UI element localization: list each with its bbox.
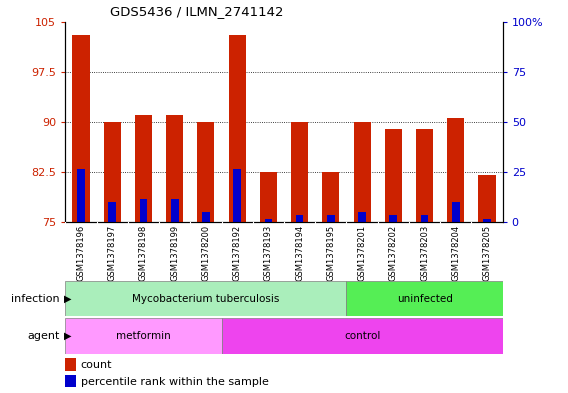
Text: GSM1378196: GSM1378196 xyxy=(77,225,85,281)
Text: ▶: ▶ xyxy=(64,331,71,341)
Text: count: count xyxy=(81,360,112,370)
Text: GSM1378198: GSM1378198 xyxy=(139,225,148,281)
Text: GSM1378192: GSM1378192 xyxy=(233,225,241,281)
Text: GSM1378203: GSM1378203 xyxy=(420,225,429,281)
Text: ▶: ▶ xyxy=(64,294,71,304)
Bar xyxy=(140,199,147,222)
Bar xyxy=(483,219,491,222)
Bar xyxy=(65,358,76,371)
Bar xyxy=(260,172,277,222)
Bar xyxy=(327,215,335,222)
Bar xyxy=(265,219,272,222)
Bar xyxy=(166,115,183,222)
Bar xyxy=(72,35,90,222)
Text: infection: infection xyxy=(11,294,60,304)
Bar xyxy=(65,375,76,387)
Bar xyxy=(202,212,210,222)
Bar xyxy=(233,169,241,222)
Text: percentile rank within the sample: percentile rank within the sample xyxy=(81,377,269,387)
Text: GSM1378195: GSM1378195 xyxy=(327,225,335,281)
Text: GSM1378193: GSM1378193 xyxy=(264,225,273,281)
Bar xyxy=(346,281,503,316)
Bar xyxy=(478,175,496,222)
Text: GSM1378197: GSM1378197 xyxy=(108,225,116,281)
Bar xyxy=(103,122,121,222)
Bar xyxy=(291,122,308,222)
Text: Mycobacterium tuberculosis: Mycobacterium tuberculosis xyxy=(132,294,279,304)
Bar xyxy=(447,119,465,222)
Bar xyxy=(228,35,246,222)
Bar xyxy=(421,215,428,222)
Bar xyxy=(358,212,366,222)
Bar xyxy=(385,129,402,222)
Text: GDS5436 / ILMN_2741142: GDS5436 / ILMN_2741142 xyxy=(110,5,283,18)
Bar xyxy=(65,281,346,316)
Text: GSM1378204: GSM1378204 xyxy=(452,225,460,281)
Bar xyxy=(135,115,152,222)
Bar xyxy=(171,199,178,222)
Text: uninfected: uninfected xyxy=(396,294,453,304)
Bar xyxy=(353,122,371,222)
Text: GSM1378202: GSM1378202 xyxy=(389,225,398,281)
Text: control: control xyxy=(344,331,381,341)
Bar xyxy=(390,215,397,222)
Text: GSM1378200: GSM1378200 xyxy=(202,225,210,281)
Text: GSM1378201: GSM1378201 xyxy=(358,225,366,281)
Bar xyxy=(296,215,303,222)
Bar xyxy=(65,318,222,354)
Bar xyxy=(222,318,503,354)
Text: metformin: metformin xyxy=(116,331,171,341)
Bar xyxy=(452,202,460,222)
Bar xyxy=(108,202,116,222)
Text: GSM1378199: GSM1378199 xyxy=(170,225,179,281)
Bar xyxy=(197,122,215,222)
Bar xyxy=(322,172,340,222)
Text: GSM1378194: GSM1378194 xyxy=(295,225,304,281)
Text: agent: agent xyxy=(27,331,60,341)
Bar xyxy=(77,169,85,222)
Text: GSM1378205: GSM1378205 xyxy=(483,225,491,281)
Bar xyxy=(416,129,433,222)
